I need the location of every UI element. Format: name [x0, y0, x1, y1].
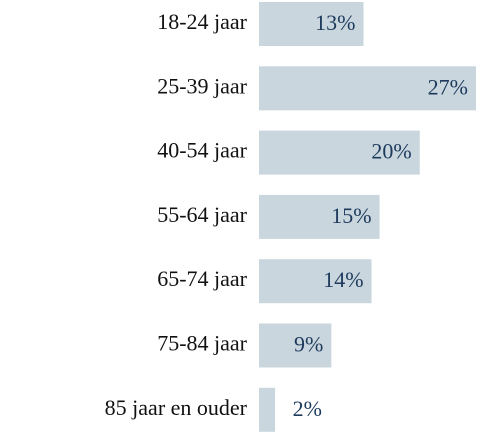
category-label: 25-39 jaar	[157, 73, 247, 98]
category-label: 18-24 jaar	[157, 9, 247, 34]
bar	[259, 194, 380, 239]
value-label: 13%	[315, 10, 355, 35]
bar	[259, 130, 420, 175]
value-label: 15%	[331, 203, 371, 228]
category-label: 65-74 jaar	[157, 266, 247, 291]
bar	[259, 259, 372, 304]
value-label: 2%	[293, 396, 322, 421]
bar	[259, 2, 364, 46]
value-label: 14%	[323, 267, 363, 292]
value-label: 9%	[294, 332, 323, 357]
bar	[259, 66, 476, 111]
category-label: 75-84 jaar	[157, 331, 247, 356]
category-label: 55-64 jaar	[157, 202, 247, 227]
value-label: 27%	[428, 74, 468, 99]
category-label: 85 jaar en ouder	[105, 395, 248, 420]
value-label: 20%	[371, 139, 411, 164]
bar	[259, 323, 332, 368]
bar	[259, 387, 276, 432]
category-label: 40-54 jaar	[157, 138, 247, 163]
